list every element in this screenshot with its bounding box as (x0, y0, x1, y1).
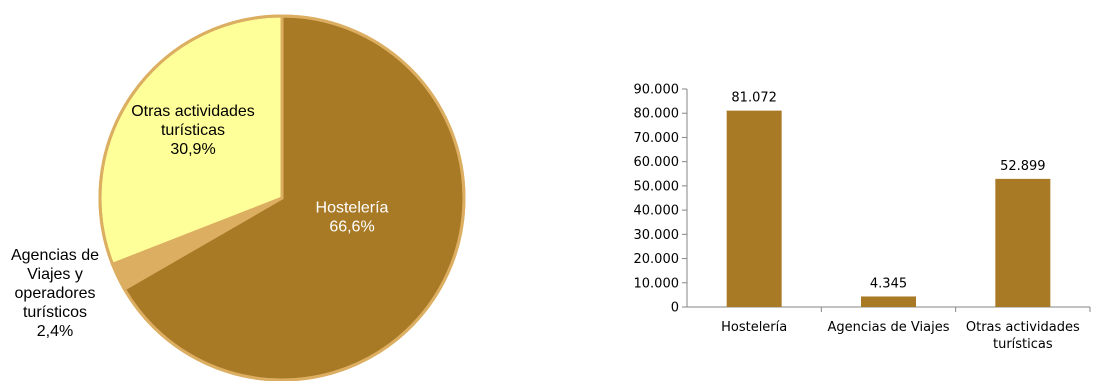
y-tick-label: 30.000 (634, 228, 680, 243)
y-tick-label: 0 (671, 301, 679, 316)
y-tick-label: 70.000 (634, 131, 680, 146)
bar-2 (995, 178, 1051, 307)
bar-value-label: 81.072 (731, 91, 777, 106)
x-tick-label: Hostelería (721, 320, 787, 335)
x-tick-label: Otras actividades turísticas (966, 320, 1080, 352)
bar-0 (726, 110, 782, 307)
y-tick-label: 50.000 (634, 179, 680, 194)
pie-chart: Hostelería 66,6% Agencias de Viajes y operad… (11, 14, 466, 381)
pie-slice-label-2: Otras actividades turísticas 30,9% (131, 103, 255, 158)
y-tick-label: 10.000 (634, 276, 680, 291)
y-tick-label: 90.000 (634, 83, 680, 98)
bar-value-label: 52.899 (1000, 159, 1046, 174)
y-tick-label: 80.000 (634, 107, 680, 122)
bar-chart: 0 10.000 20.000 30.000 40.000 50.000 60.000 70.… (634, 83, 1091, 352)
pie-slice-label-0: Hostelería 66,6% (316, 200, 389, 236)
y-tick-label: 40.000 (634, 204, 680, 219)
pie-slice-label-1: Agencias de Viajes y operadores turísticos 2… (11, 247, 99, 340)
pie-outline (98, 14, 466, 381)
bar-value-label: 4.345 (870, 276, 907, 291)
x-tick-label: Agencias de Viajes (828, 320, 950, 335)
bar-1 (861, 296, 916, 307)
y-tick-label: 20.000 (634, 252, 680, 267)
y-tick-label: 60.000 (634, 155, 680, 170)
